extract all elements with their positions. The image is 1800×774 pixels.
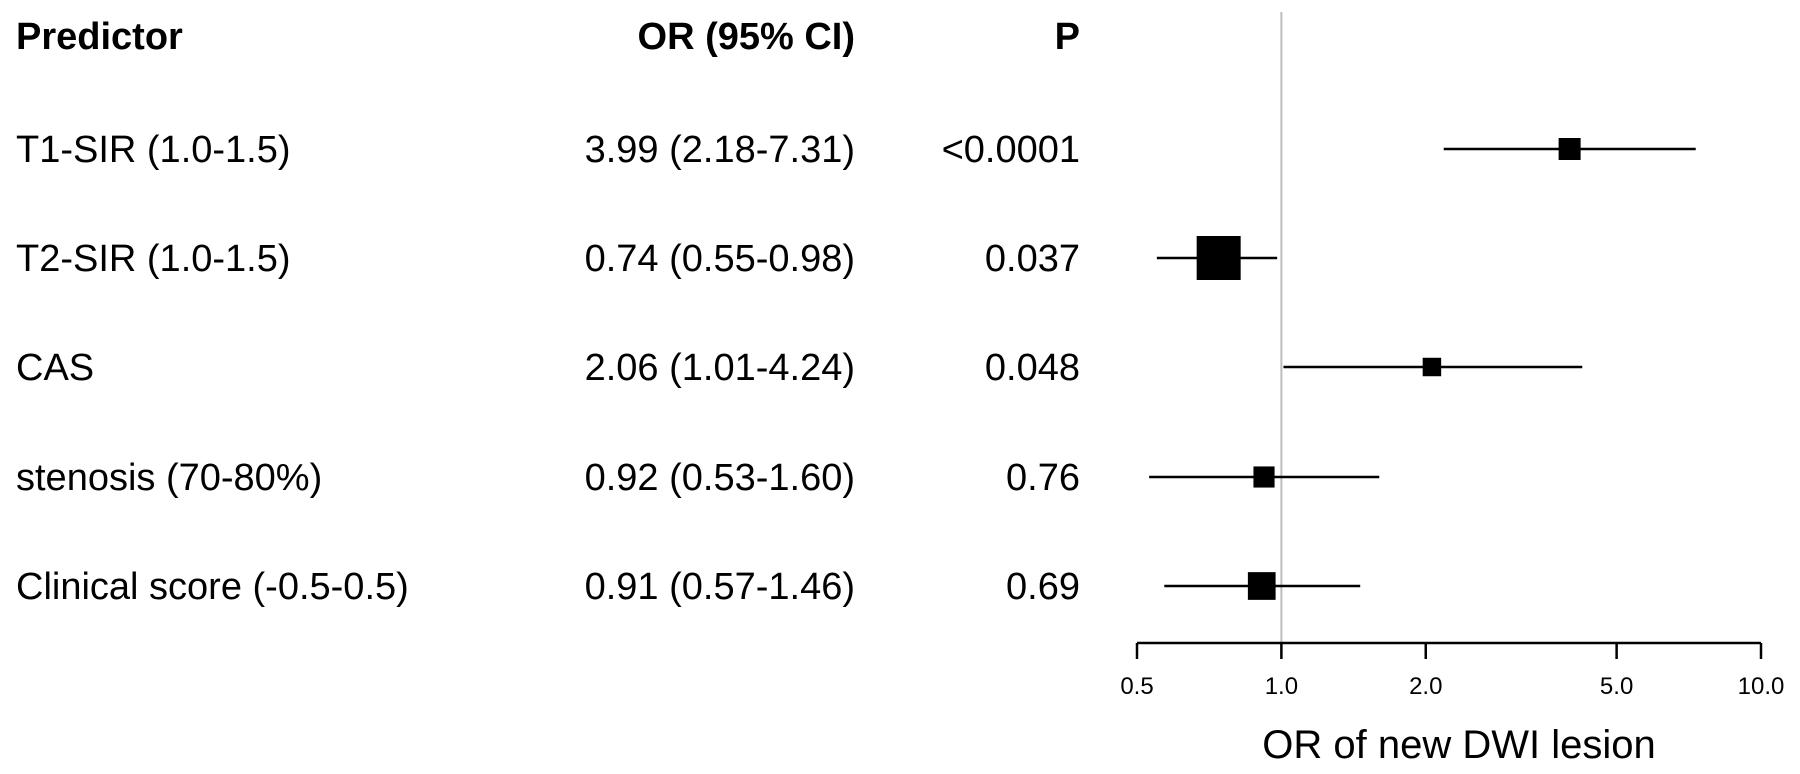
row-or-ci: 0.92 (0.53-1.60)	[584, 457, 855, 499]
header-predictor: Predictor	[16, 16, 183, 58]
row-or-ci: 0.91 (0.57-1.46)	[584, 566, 855, 608]
x-tick-label: 1.0	[1265, 673, 1298, 700]
row-or-ci: 2.06 (1.01-4.24)	[584, 347, 855, 389]
row-p: 0.76	[1006, 457, 1080, 499]
x-tick-label: 0.5	[1120, 673, 1153, 700]
row-p: <0.0001	[941, 129, 1080, 171]
or-marker	[1247, 572, 1276, 600]
x-tick-label: 5.0	[1600, 673, 1633, 700]
row-predictor: stenosis (70-80%)	[16, 457, 323, 499]
row-p: 0.69	[1006, 566, 1080, 608]
header-p: P	[1054, 16, 1080, 58]
row-p: 0.048	[984, 347, 1080, 389]
or-marker	[1422, 357, 1442, 377]
row-or-ci: 0.74 (0.55-0.98)	[584, 238, 855, 280]
row-predictor: Clinical score (-0.5-0.5)	[16, 566, 409, 608]
row-p: 0.037	[984, 238, 1080, 280]
x-tick-label: 10.0	[1738, 673, 1785, 700]
x-axis-label: OR of new DWI lesion	[1262, 723, 1655, 767]
row-predictor: T2-SIR (1.0-1.5)	[16, 238, 291, 280]
x-tick-label: 2.0	[1409, 673, 1442, 700]
or-marker	[1558, 138, 1581, 160]
row-or-ci: 3.99 (2.18-7.31)	[584, 129, 855, 171]
row-predictor: T1-SIR (1.0-1.5)	[16, 129, 291, 171]
or-marker	[1253, 466, 1275, 488]
or-marker	[1196, 236, 1241, 280]
header-or-ci: OR (95% CI)	[637, 16, 855, 58]
row-predictor: CAS	[16, 347, 95, 389]
